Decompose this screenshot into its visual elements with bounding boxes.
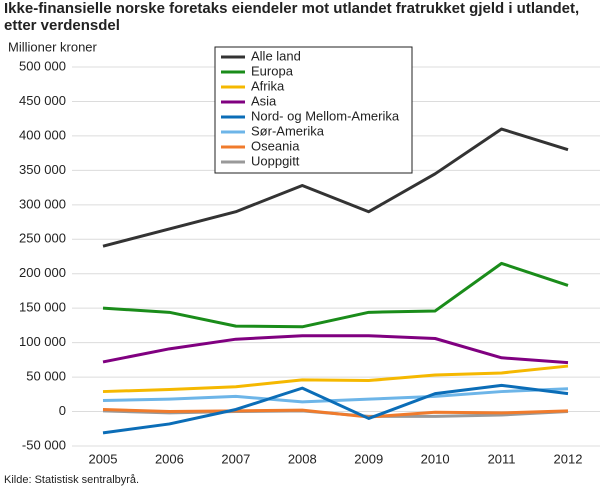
series-line [102, 364, 569, 394]
series-line [102, 127, 569, 248]
x-tick-label: 2011 [488, 451, 516, 466]
chart-title: Ikke-finansielle norske foretaks eiendel… [4, 0, 580, 34]
y-tick-label: 50 000 [26, 369, 66, 384]
legend-label: Nord- og Mellom-Amerika [251, 108, 400, 123]
y-axis-label: Millioner kroner [8, 39, 98, 54]
legend-label: Afrika [251, 78, 285, 93]
legend-label: Alle land [251, 48, 301, 63]
legend-label: Sør-Amerika [251, 123, 325, 138]
y-tick-label: 100 000 [19, 334, 66, 349]
x-tick-label: 2012 [554, 451, 583, 466]
y-tick-label: 300 000 [19, 196, 66, 211]
legend-label: Oseania [251, 138, 300, 153]
y-tick-label: 200 000 [19, 265, 66, 280]
series-line [102, 383, 569, 435]
x-tick-label: 2009 [354, 451, 383, 466]
x-tick-label: 2007 [221, 451, 250, 466]
series-line [102, 387, 569, 404]
y-tick-label: 500 000 [19, 58, 66, 73]
y-tick-label: 250 000 [19, 231, 66, 246]
x-tick-label: 2005 [89, 451, 118, 466]
x-tick-label: 2008 [288, 451, 317, 466]
x-tick-label: 2010 [421, 451, 450, 466]
y-tick-label: 400 000 [19, 127, 66, 142]
series-line [102, 261, 569, 329]
y-tick-label: 150 000 [19, 300, 66, 315]
series-line [102, 334, 569, 365]
y-tick-label: 350 000 [19, 162, 66, 177]
legend-box [214, 46, 413, 174]
legend-label: Europa [251, 63, 294, 78]
y-tick-label: -50 000 [22, 437, 66, 452]
legend-label: Asia [251, 93, 277, 108]
x-tick-label: 2006 [155, 451, 184, 466]
series-line [102, 407, 569, 419]
source: Kilde: Statistisk sentralbyrå. [4, 474, 139, 486]
y-tick-label: 450 000 [19, 93, 66, 108]
legend-label: Uoppgitt [251, 153, 300, 168]
y-tick-label: 0 [59, 403, 66, 418]
